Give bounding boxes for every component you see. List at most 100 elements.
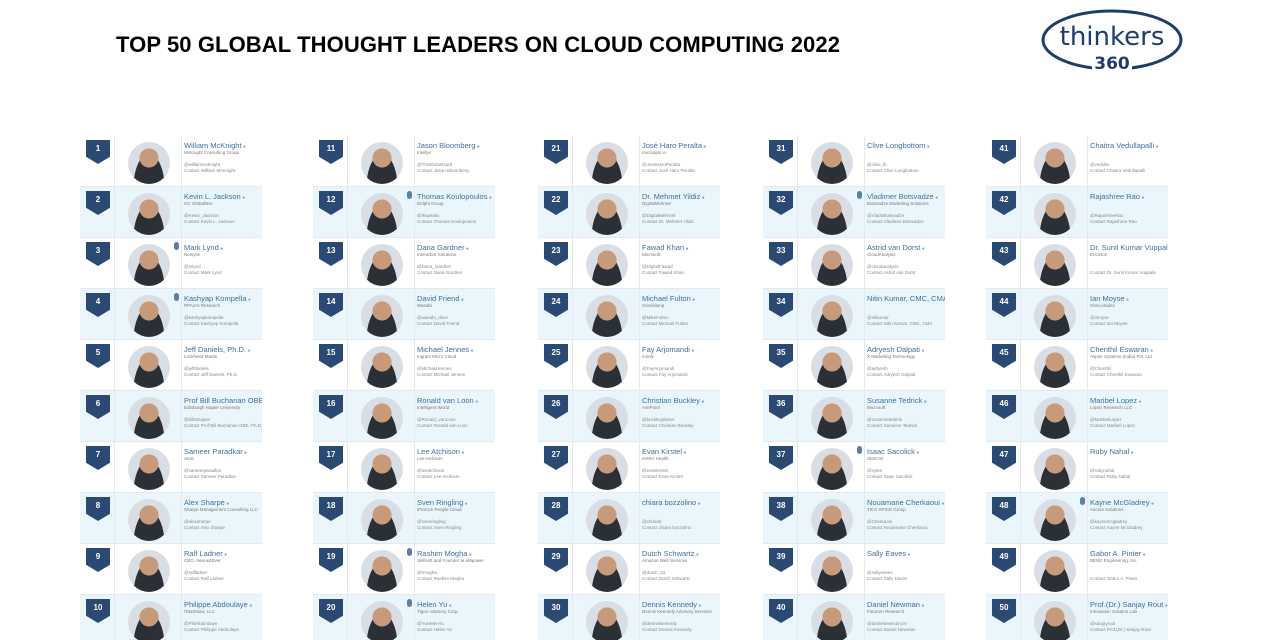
leader-handle[interactable]: @wasabi_dave <box>417 315 448 320</box>
contact-link[interactable]: Contact Chaitra Vedullapalli <box>1090 168 1146 173</box>
leader-handle[interactable]: @VladoBotsvadze <box>867 213 905 218</box>
avatar[interactable] <box>1034 295 1076 337</box>
leader-name[interactable]: Vladimer Botsvadze <box>867 192 945 201</box>
leader-handle[interactable]: @leeatchison <box>417 468 445 473</box>
leader-row[interactable]: 16 Ronald van LoonIntelligent World @Ronal… <box>313 391 495 442</box>
leader-handle[interactable]: @sallyeaves <box>867 570 893 575</box>
contact-link[interactable]: Contact Sven Ringling <box>417 525 462 530</box>
avatar[interactable] <box>128 346 170 388</box>
contact-link[interactable]: Contact Ruby Nahal <box>1090 474 1131 479</box>
leader-name[interactable]: William McKnight <box>184 141 262 150</box>
contact-link[interactable]: Contact Nitin Kumar, CMC, CMA <box>867 321 933 326</box>
leader-name[interactable]: Kevin L. Jackson <box>184 192 262 201</box>
contact-link[interactable]: Contact Lee Atchison <box>417 474 460 479</box>
leader-handle[interactable]: @vedulla <box>1090 162 1109 167</box>
leader-handle[interactable]: @adryesh <box>867 366 888 371</box>
leader-row[interactable]: 22 Dr. Mehmet YildizDigitalMehmet @Digital… <box>538 187 720 238</box>
leader-row[interactable]: 15 Michael JennesIngram Micro Cloud @Micha… <box>313 340 495 391</box>
leader-row[interactable]: 10 Philippe AbdoulayeITaaSNow, LLC @PhilAb… <box>80 595 262 640</box>
contact-link[interactable]: Contact Dr. Sunil Kumar Vuppala <box>1090 270 1156 275</box>
avatar[interactable] <box>586 142 628 184</box>
contact-link[interactable]: Contact Rajashree Rao <box>1090 219 1137 224</box>
leader-name[interactable]: Ruby Nahal <box>1090 447 1168 456</box>
leader-name[interactable]: Prof Bill Buchanan OBE, Ph.D. <box>184 396 262 405</box>
avatar[interactable] <box>128 499 170 541</box>
leader-name[interactable]: Dennis Kennedy <box>642 600 720 609</box>
contact-link[interactable]: Contact Nouamane Cherkaoui <box>867 525 928 530</box>
leader-name[interactable]: Astrid van Dorst <box>867 243 945 252</box>
leader-name[interactable]: Jeff Daniels, Ph.D. <box>184 345 262 354</box>
leader-row[interactable]: 17 Lee AtchisonLee Atchison @leeatchisonCo… <box>313 442 495 493</box>
leader-handle[interactable]: @susannetedrick <box>867 417 902 422</box>
avatar[interactable] <box>128 448 170 490</box>
leader-row[interactable]: 36 Susanne TedrickMicrosoft @susannetedric… <box>763 391 945 442</box>
avatar[interactable] <box>128 397 170 439</box>
leader-handle[interactable]: @Kevin_Jackson <box>184 213 219 218</box>
leader-handle[interactable]: @YuHelenYu <box>417 621 444 626</box>
leader-handle[interactable]: @sanjayrout <box>1090 621 1116 626</box>
leader-handle[interactable]: @alexsharpe <box>184 519 211 524</box>
contact-link[interactable]: Contact Ronald van Loon <box>417 423 468 428</box>
leader-handle[interactable]: @ralfladner <box>184 570 208 575</box>
leader-row[interactable]: 26 Christian BuckleyAvePoint @buckleyplane… <box>538 391 720 442</box>
leader-row[interactable]: 18 Sven RinglingiProCon People Cloud @sven… <box>313 493 495 544</box>
contact-link[interactable]: Contact Chenthil Eswaran <box>1090 372 1143 377</box>
leader-row[interactable]: 2 Kevin L. JacksonGC GlobalNet @Kevin_Jack… <box>80 187 262 238</box>
avatar[interactable] <box>586 448 628 490</box>
leader-name[interactable]: Prof.(Dr.) Sanjay Rout <box>1090 600 1168 609</box>
leader-handle[interactable]: @nyike <box>867 468 883 473</box>
avatar[interactable] <box>1034 601 1076 640</box>
leader-name[interactable]: Dr. Mehmet Yildiz <box>642 192 720 201</box>
contact-link[interactable]: Contact chiara bozzolino <box>642 525 692 530</box>
avatar[interactable] <box>361 295 403 337</box>
avatar[interactable] <box>1034 142 1076 184</box>
avatar[interactable] <box>586 244 628 286</box>
leader-handle[interactable]: @svenringling <box>417 519 446 524</box>
avatar[interactable] <box>1034 397 1076 439</box>
avatar[interactable] <box>361 601 403 640</box>
contact-link[interactable]: Contact Philippe Abdoulaye <box>184 627 240 632</box>
leader-name[interactable]: Ian Moyse <box>1090 294 1168 303</box>
avatar[interactable] <box>361 448 403 490</box>
contact-link[interactable]: Contact Mark Lynd <box>184 270 222 275</box>
leader-name[interactable]: Michael Jennes <box>417 345 495 354</box>
contact-link[interactable]: Contact Sameer Paradkar <box>184 474 237 479</box>
leader-row[interactable]: 20 Helen YuTigon Advisory Corp. @YuHelenYu… <box>313 595 495 640</box>
avatar[interactable] <box>586 295 628 337</box>
leader-row[interactable]: 8 Alex SharpeSharpe Management Consulting… <box>80 493 262 544</box>
leader-row[interactable]: 14 David FriendWasabi @wasabi_daveContact … <box>313 289 495 340</box>
leader-handle[interactable]: @denniskennedy <box>642 621 677 626</box>
leader-handle[interactable]: @rmogha <box>417 570 437 575</box>
leader-name[interactable]: Ralf Ladner <box>184 549 262 558</box>
contact-link[interactable]: Contact Dr. Mehmet Yildiz <box>642 219 694 224</box>
avatar[interactable] <box>586 397 628 439</box>
leader-name[interactable]: Daniel Newman <box>867 600 945 609</box>
leader-row[interactable]: 34 Nitin Kumar, CMC, CMA @nitkumarContact … <box>763 289 945 340</box>
leader-name[interactable]: Kashyap Kompella <box>184 294 262 303</box>
contact-link[interactable]: Contact Astrid van Dorst <box>867 270 916 275</box>
leader-name[interactable]: Isaac Sacolick <box>867 447 945 456</box>
leader-name[interactable]: Philippe Abdoulaye <box>184 600 262 609</box>
contact-link[interactable]: Contact Jeff Daniels, Ph.D. <box>184 372 238 377</box>
contact-link[interactable]: Contact Adryesh Dalpati <box>867 372 916 377</box>
contact-link[interactable]: Contact Isaac Sacolick <box>867 474 913 479</box>
contact-link[interactable]: Contact Evan Kirstel <box>642 474 683 479</box>
leader-row[interactable]: 27 Evan KirsteleViRA Health @evankirstelCo… <box>538 442 720 493</box>
avatar[interactable] <box>1034 244 1076 286</box>
leader-name[interactable]: Clive Longbottom <box>867 141 945 150</box>
leader-handle[interactable]: @cloudanalysis <box>867 264 899 269</box>
leader-name[interactable]: chiara bozzolino <box>642 498 720 507</box>
leader-name[interactable]: Dana Gardner <box>417 243 495 252</box>
avatar[interactable] <box>1034 499 1076 541</box>
leader-handle[interactable]: @RajashreeRao <box>1090 213 1124 218</box>
leader-row[interactable]: 40 Daniel NewmanFuturum Research @danielne… <box>763 595 945 640</box>
leader-handle[interactable]: @chiarab <box>642 519 662 524</box>
leader-name[interactable]: Dutch Schwartz <box>642 549 720 558</box>
leader-handle[interactable]: @danielnewmanUV <box>867 621 907 626</box>
leader-row[interactable]: 4 Kashyap KompellaRPA2AI Research @kashyap… <box>80 289 262 340</box>
